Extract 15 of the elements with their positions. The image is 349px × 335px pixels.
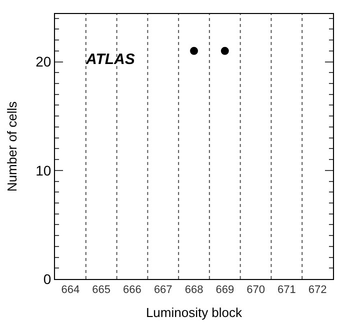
x-tick-label: 669 bbox=[216, 284, 234, 296]
x-tick-label: 671 bbox=[277, 284, 296, 296]
x-tick-label: 667 bbox=[154, 284, 172, 296]
y-tick-label: 20 bbox=[36, 54, 52, 70]
x-axis-title: Luminosity block bbox=[146, 304, 243, 320]
y-axis-title: Number of cells bbox=[4, 100, 20, 192]
x-tick-label: 668 bbox=[184, 284, 204, 296]
x-tick-label: 670 bbox=[246, 284, 265, 296]
x-tick-label: 665 bbox=[92, 284, 111, 296]
x-tick-label: 664 bbox=[61, 284, 80, 296]
annotation: ATLAS bbox=[85, 51, 135, 68]
x-tick-label: 672 bbox=[308, 284, 327, 296]
y-tick-label: 10 bbox=[36, 162, 52, 178]
y-tick-label: 0 bbox=[43, 270, 52, 287]
x-tick-label: 666 bbox=[123, 284, 142, 296]
